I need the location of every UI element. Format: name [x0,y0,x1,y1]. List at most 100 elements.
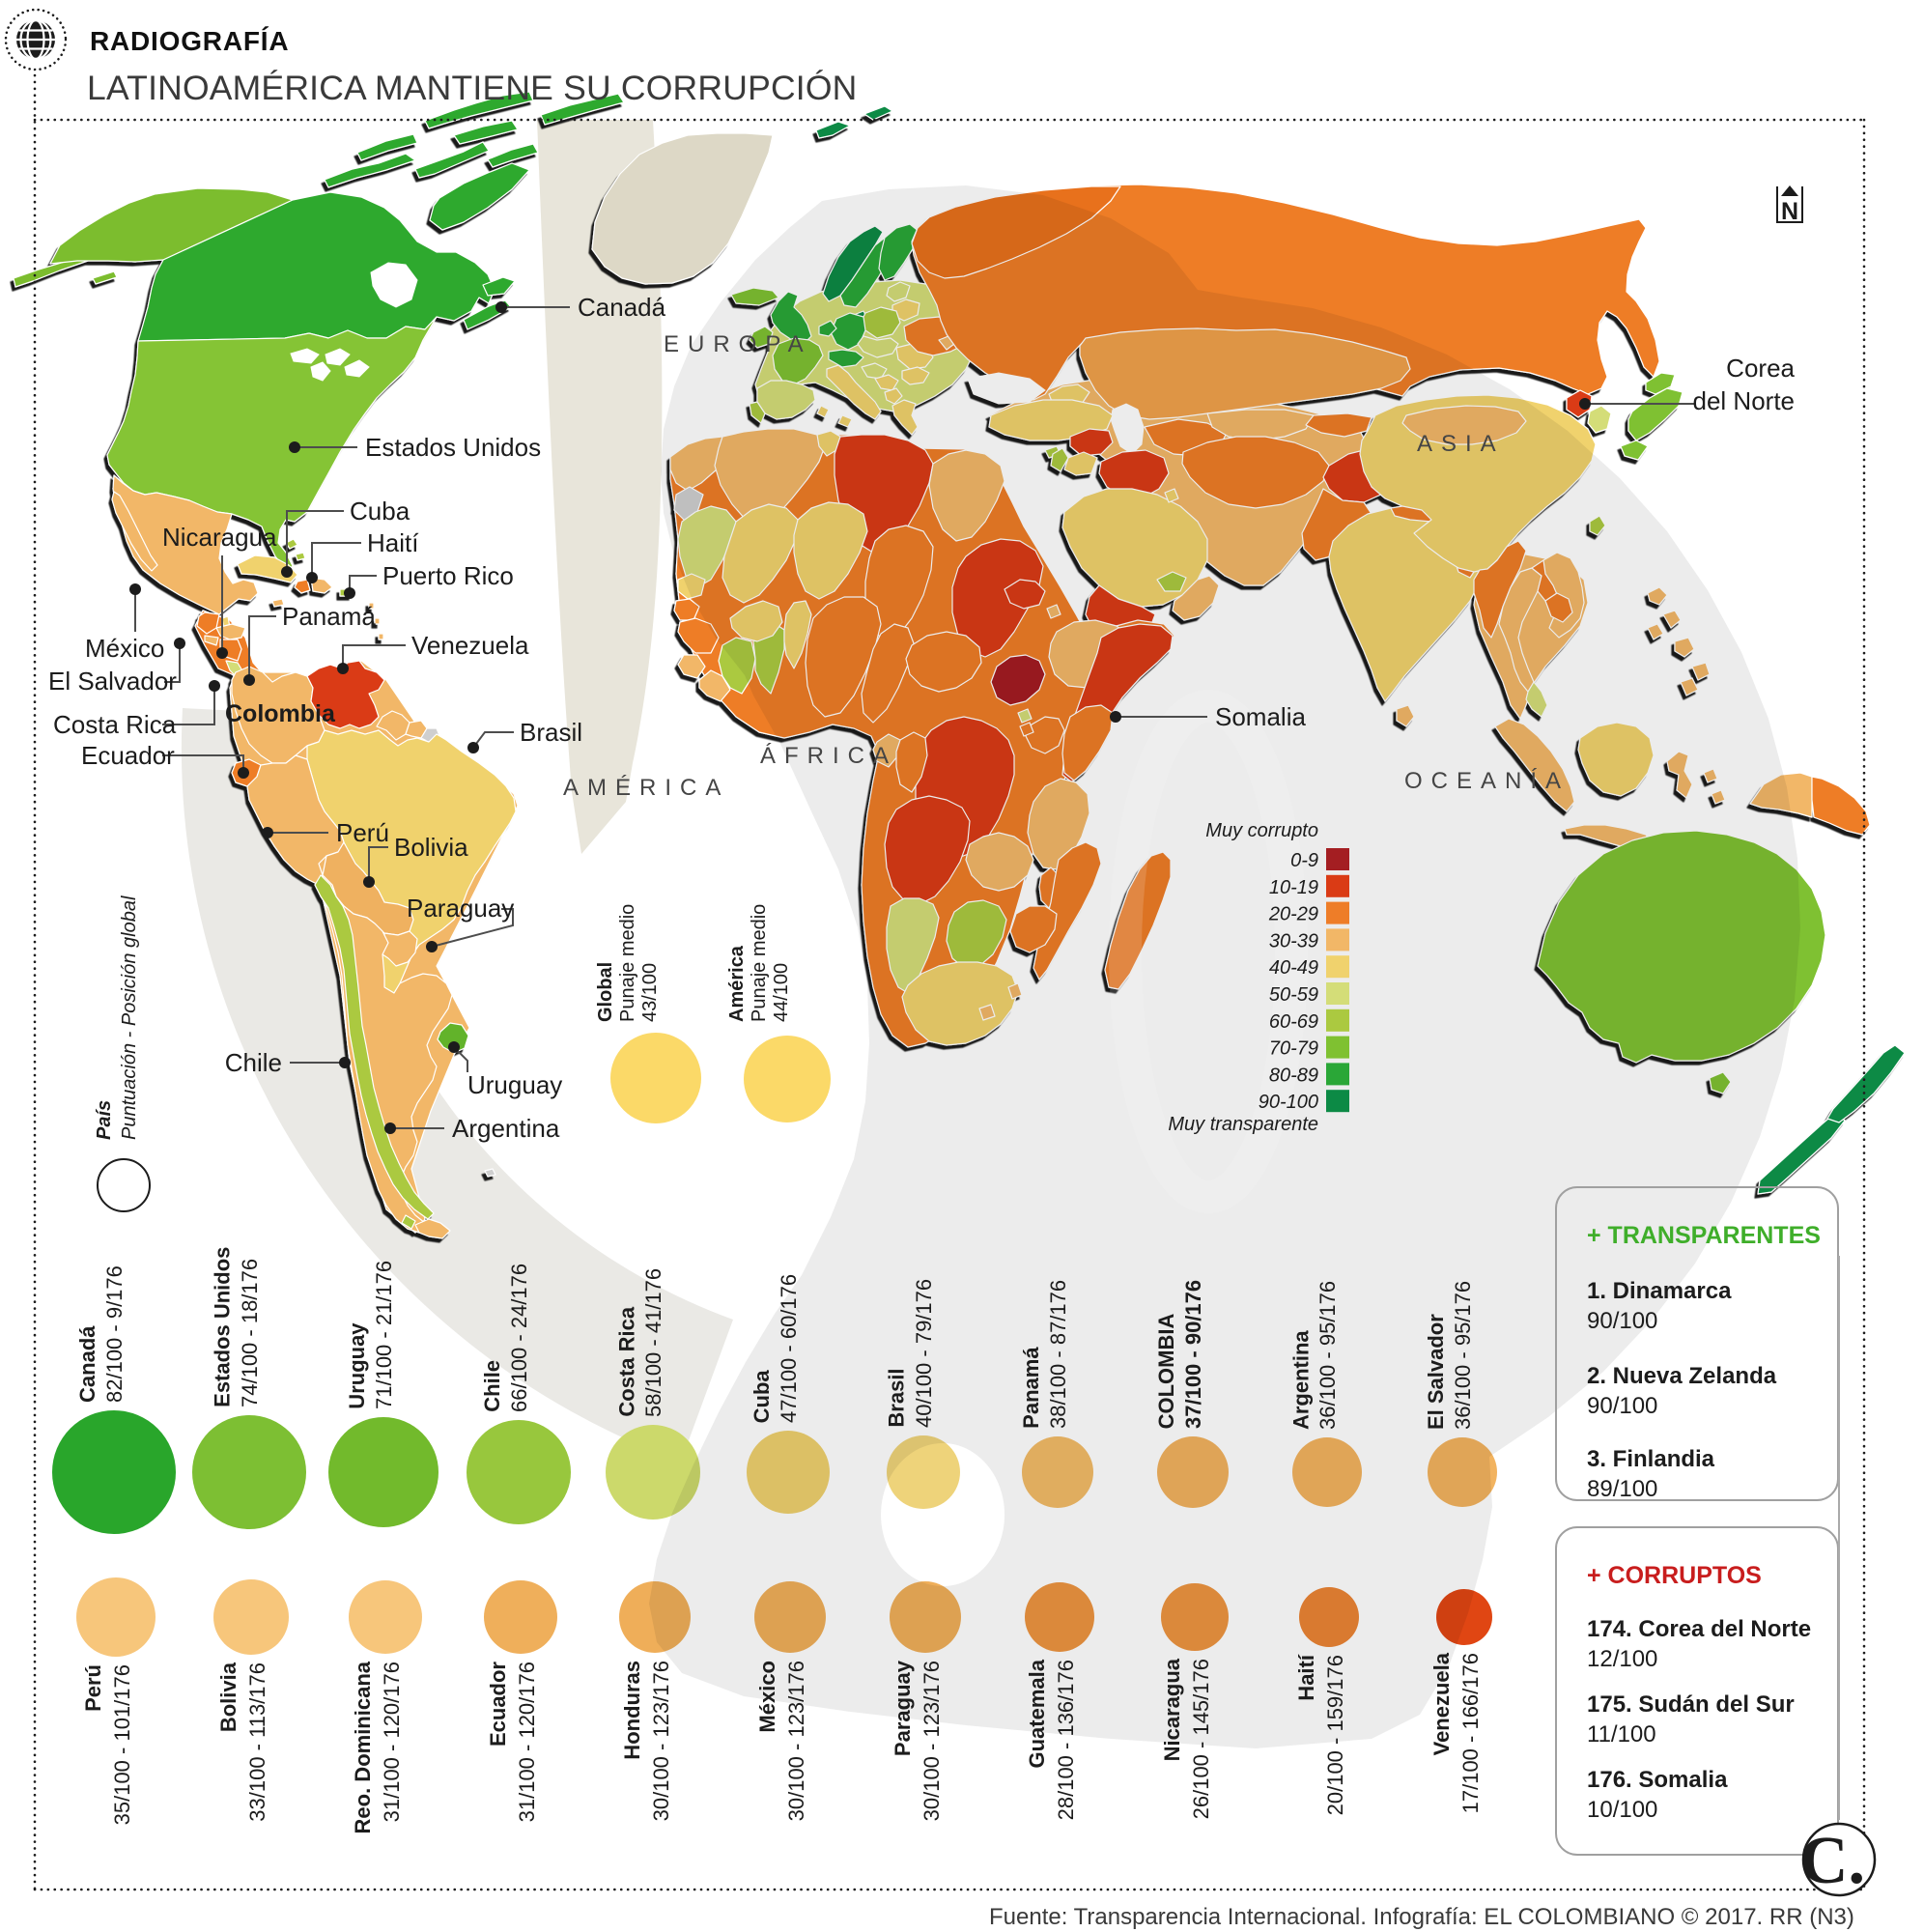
svg-text:71/100 - 21/176: 71/100 - 21/176 [372,1261,396,1409]
svg-text:EUROPA: EUROPA [664,331,812,357]
svg-text:10/100: 10/100 [1587,1797,1657,1823]
svg-text:Guatemala: Guatemala [1025,1659,1049,1768]
svg-text:2. Nueva Zelanda: 2. Nueva Zelanda [1587,1363,1777,1389]
svg-text:3. Finlandia: 3. Finlandia [1587,1446,1715,1472]
svg-text:COLOMBIA: COLOMBIA [1154,1314,1178,1430]
svg-text:LATINOAMÉRICA MANTIENE SU CORR: LATINOAMÉRICA MANTIENE SU CORRUPCIÓN [87,69,858,107]
svg-text:40-49: 40-49 [1269,957,1318,979]
svg-text:Estados Unidos: Estados Unidos [365,433,541,462]
svg-text:México: México [85,634,164,663]
svg-text:12/100: 12/100 [1587,1646,1657,1672]
svg-text:Nicaragua: Nicaragua [162,523,277,552]
svg-text:Paraguay: Paraguay [407,894,514,923]
svg-text:11/100: 11/100 [1587,1721,1656,1747]
svg-text:Global: Global [595,962,616,1022]
svg-text:ÁFRICA: ÁFRICA [760,743,897,769]
svg-text:Reo. Dominicana: Reo. Dominicana [351,1661,375,1833]
svg-text:90/100: 90/100 [1587,1308,1657,1334]
svg-text:58/100 - 41/176: 58/100 - 41/176 [641,1268,665,1417]
svg-text:74/100 - 18/176: 74/100 - 18/176 [238,1259,262,1407]
svg-text:47/100 - 60/176: 47/100 - 60/176 [777,1274,801,1423]
svg-text:Ecuador: Ecuador [81,741,175,770]
svg-text:26/100 - 145/176: 26/100 - 145/176 [1189,1659,1213,1819]
svg-text:80-89: 80-89 [1269,1065,1318,1086]
svg-text:35/100 - 101/176: 35/100 - 101/176 [110,1664,134,1825]
svg-text:66/100 - 24/176: 66/100 - 24/176 [507,1264,531,1412]
svg-text:31/100 - 120/176: 31/100 - 120/176 [380,1662,404,1822]
svg-text:ASIA: ASIA [1417,431,1505,457]
svg-text:36/100 - 95/176: 36/100 - 95/176 [1451,1281,1475,1430]
svg-text:Venezuela: Venezuela [1429,1652,1454,1755]
svg-text:Puntuación - Posición global: Puntuación - Posición global [119,895,140,1140]
svg-text:44/100: 44/100 [771,963,792,1022]
svg-text:10-19: 10-19 [1269,877,1318,898]
svg-text:60-69: 60-69 [1269,1011,1318,1033]
svg-text:Ecuador: Ecuador [486,1662,510,1747]
svg-text:Honduras: Honduras [620,1661,644,1760]
svg-text:Perú: Perú [336,818,389,847]
svg-text:Argentina: Argentina [452,1114,560,1143]
svg-text:Panamá: Panamá [1019,1347,1043,1429]
svg-text:El Salvador: El Salvador [1424,1314,1448,1430]
svg-text:México: México [755,1661,779,1733]
svg-text:Estados Unidos: Estados Unidos [211,1247,235,1407]
svg-text:Punaje medio: Punaje medio [749,904,770,1022]
svg-text:Bolivia: Bolivia [394,833,468,862]
svg-text:36/100 - 95/176: 36/100 - 95/176 [1316,1281,1340,1430]
svg-text:33/100 - 113/176: 33/100 - 113/176 [245,1662,269,1822]
svg-text:El Salvador: El Salvador [48,667,177,696]
svg-text:América: América [726,945,748,1022]
svg-text:N: N [1781,198,1798,225]
svg-text:+ CORRUPTOS: + CORRUPTOS [1587,1562,1762,1589]
svg-text:Colombia: Colombia [225,700,336,727]
svg-text:Muy corrupto: Muy corrupto [1205,820,1318,841]
svg-text:Muy transparente: Muy transparente [1168,1114,1318,1135]
svg-text:Cuba: Cuba [350,497,410,526]
svg-text:37/100 - 90/176: 37/100 - 90/176 [1181,1280,1205,1429]
svg-text:Bolivia: Bolivia [216,1662,240,1732]
svg-text:OCEANÍA: OCEANÍA [1404,768,1570,794]
svg-text:Uruguay: Uruguay [467,1070,562,1099]
svg-text:Nicaragua: Nicaragua [1160,1658,1184,1761]
svg-text:90-100: 90-100 [1259,1092,1318,1113]
svg-text:43/100: 43/100 [639,963,661,1022]
svg-text:Brasil: Brasil [520,718,582,747]
svg-text:20-29: 20-29 [1268,904,1318,925]
svg-text:Punaje medio: Punaje medio [617,904,638,1022]
svg-text:17/100 - 166/176: 17/100 - 166/176 [1458,1653,1483,1813]
svg-text:70-79: 70-79 [1269,1038,1318,1060]
svg-text:Perú: Perú [81,1664,105,1712]
svg-text:del Norte: del Norte [1693,386,1796,415]
svg-text:176. Somalia: 176. Somalia [1587,1767,1728,1793]
svg-text:País: País [94,1100,115,1140]
svg-text:+ TRANSPARENTES: + TRANSPARENTES [1587,1222,1821,1249]
svg-text:Argentina: Argentina [1288,1330,1313,1430]
svg-text:Canadá: Canadá [75,1325,99,1403]
svg-text:0-9: 0-9 [1290,850,1318,871]
svg-text:Costa Rica: Costa Rica [53,710,177,739]
svg-text:C.: C. [1799,1824,1865,1898]
svg-text:Chile: Chile [480,1360,504,1412]
svg-text:82/100 - 9/176: 82/100 - 9/176 [102,1265,127,1403]
svg-text:30/100 - 123/176: 30/100 - 123/176 [649,1661,673,1821]
svg-text:40/100 - 79/176: 40/100 - 79/176 [912,1279,936,1428]
svg-text:AMÉRICA: AMÉRICA [563,775,729,801]
svg-text:Uruguay: Uruguay [345,1322,369,1409]
svg-text:30/100 - 123/176: 30/100 - 123/176 [920,1661,944,1821]
svg-text:Venezuela: Venezuela [411,631,529,660]
svg-text:Fuente: Transparencia Internac: Fuente: Transparencia Internacional. Inf… [989,1904,1854,1930]
svg-text:Haití: Haití [1294,1654,1318,1701]
svg-text:175. Sudán del Sur: 175. Sudán del Sur [1587,1691,1795,1718]
svg-text:Haití: Haití [367,528,419,557]
svg-text:20/100 - 159/176: 20/100 - 159/176 [1323,1655,1347,1815]
svg-text:89/100: 89/100 [1587,1476,1657,1502]
svg-text:Chile: Chile [225,1048,282,1077]
svg-text:Somalia: Somalia [1215,702,1306,731]
svg-text:38/100 - 87/176: 38/100 - 87/176 [1046,1280,1070,1429]
svg-text:Costa Rica: Costa Rica [614,1306,638,1416]
svg-text:1. Dinamarca: 1. Dinamarca [1587,1278,1732,1304]
svg-text:Puerto Rico: Puerto Rico [382,561,514,590]
svg-text:28/100 - 136/176: 28/100 - 136/176 [1054,1660,1078,1820]
svg-text:90/100: 90/100 [1587,1393,1657,1419]
svg-text:Panamá: Panamá [282,602,376,631]
